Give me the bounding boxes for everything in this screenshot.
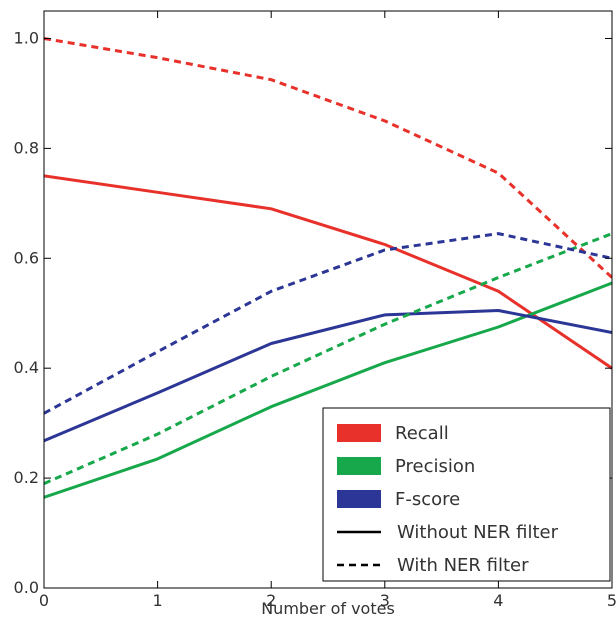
y-tick-label: 1.0	[14, 28, 39, 47]
legend-label-recall: Recall	[395, 423, 449, 444]
x-tick-label: 2	[266, 591, 276, 610]
series-line-precision-without-ner	[44, 281, 612, 499]
legend-swatch-f-score	[337, 490, 381, 508]
x-tick-label: 4	[493, 591, 503, 610]
plot-area-frame	[43, 10, 613, 589]
legend-label-f-score: F-score	[395, 489, 460, 510]
series-line-fscore-without-ner	[44, 309, 612, 443]
series-layer	[44, 37, 612, 499]
y-tick-label: 0.4	[14, 358, 39, 377]
y-tick-label: 0.8	[14, 138, 39, 157]
x-tick-label: 3	[380, 591, 390, 610]
series-line-recall-without-ner	[44, 174, 612, 370]
series-line-precision-with-ner	[44, 232, 612, 485]
x-tick-label: 0	[39, 591, 49, 610]
axis-ticks: 0 1 2 3 4 5 0.0 0.2 0.4 0.6 0.8 1.0	[14, 11, 616, 610]
legend-label-without-ner-filter: Without NER filter	[397, 522, 559, 543]
y-tick-label: 0.6	[14, 248, 39, 267]
legend-swatch-recall	[337, 424, 381, 442]
x-tick-label: 1	[153, 591, 163, 610]
legend-label-with-ner-filter: With NER filter	[397, 555, 529, 576]
legend-label-precision: Precision	[395, 456, 475, 477]
legend: Recall Precision F-score Without NER filter…	[322, 407, 611, 582]
x-axis-label: Number of votes	[261, 599, 395, 618]
y-tick-label: 0.0	[14, 578, 39, 597]
legend-swatch-precision	[337, 457, 381, 475]
series-line-recall-with-ner	[44, 37, 612, 279]
y-tick-label: 0.2	[14, 468, 39, 487]
series-line-fscore-with-ner	[44, 232, 612, 415]
x-tick-label: 5	[607, 591, 616, 610]
